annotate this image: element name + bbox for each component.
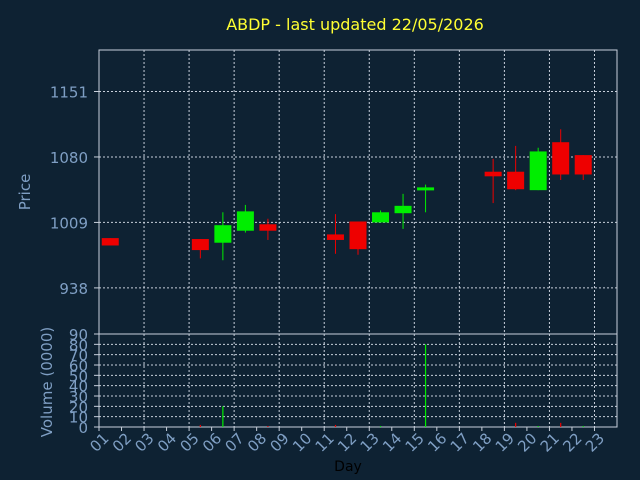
candle-body xyxy=(259,224,277,231)
candle-body xyxy=(484,171,502,177)
day-axis-label: Day xyxy=(334,459,362,475)
price-tick-label: 1080 xyxy=(50,149,88,167)
candle-body xyxy=(394,205,412,214)
candle-body xyxy=(372,212,390,223)
volume-tick-label: 10 xyxy=(69,409,88,427)
volume-axis-label: Volume (0000) xyxy=(38,327,56,437)
volume-tick-label: 60 xyxy=(69,357,88,375)
candle-body xyxy=(191,239,209,251)
candle-body xyxy=(101,238,119,246)
candle-body xyxy=(236,211,254,231)
price-tick-label: 1151 xyxy=(50,83,88,101)
candle-body xyxy=(507,171,525,190)
candle-body xyxy=(574,155,592,175)
volume-tick-label: 80 xyxy=(69,336,88,354)
candle-body xyxy=(529,151,547,191)
candle-body xyxy=(552,142,570,175)
volume-frame xyxy=(98,333,618,428)
volume-tick-label: 90 xyxy=(69,326,88,344)
volume-tick-label: 20 xyxy=(69,398,88,416)
price-tick-label: 938 xyxy=(59,280,88,298)
candle-body xyxy=(326,234,344,240)
volume-tick-label: 70 xyxy=(69,347,88,365)
candle-body xyxy=(349,221,367,250)
candle-body xyxy=(214,225,232,243)
price-axis-label: Price xyxy=(16,174,34,211)
volume-tick-label: 0 xyxy=(78,419,88,437)
price-tick-label: 1009 xyxy=(50,214,88,232)
price-panel: 938 1009 1080 1151 xyxy=(50,49,618,335)
chart-title: ABDP - last updated 22/05/2026 xyxy=(226,15,484,34)
volume-tick-label: 40 xyxy=(69,378,88,396)
candle-body xyxy=(417,187,435,191)
volume-tick-label: 50 xyxy=(69,367,88,385)
volume-tick-label: 30 xyxy=(69,388,88,406)
